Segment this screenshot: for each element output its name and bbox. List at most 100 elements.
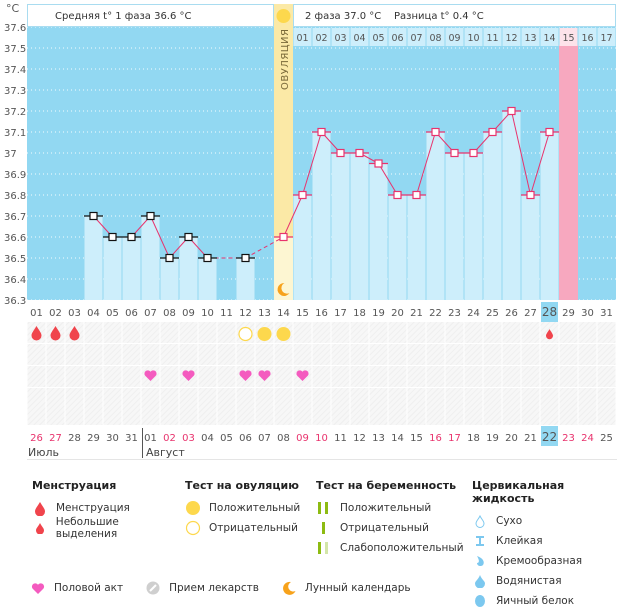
temperature-point[interactable] <box>127 232 136 242</box>
marker-cell[interactable] <box>521 322 540 343</box>
marker-cell[interactable] <box>217 388 236 425</box>
marker-cell[interactable] <box>540 388 559 425</box>
marker-cell[interactable] <box>350 322 369 343</box>
marker-cell[interactable] <box>426 322 445 343</box>
marker-cell[interactable] <box>160 388 179 425</box>
temperature-point[interactable] <box>393 190 402 200</box>
marker-cell[interactable] <box>84 366 103 387</box>
marker-cell[interactable] <box>407 366 426 387</box>
marker-cell[interactable] <box>217 322 236 343</box>
marker-cell[interactable] <box>407 388 426 425</box>
marker-cell[interactable] <box>312 344 331 365</box>
temperature-point[interactable] <box>545 127 554 137</box>
marker-cell[interactable] <box>578 322 597 343</box>
marker-cell[interactable] <box>369 322 388 343</box>
marker-cell[interactable] <box>388 344 407 365</box>
marker-cell[interactable] <box>559 366 578 387</box>
marker-cell[interactable] <box>141 322 160 343</box>
marker-cell[interactable] <box>540 366 559 387</box>
marker-cell[interactable] <box>236 344 255 365</box>
marker-cell[interactable] <box>160 322 179 343</box>
marker-cell[interactable] <box>65 366 84 387</box>
temperature-point[interactable] <box>355 148 364 158</box>
marker-cell[interactable] <box>407 344 426 365</box>
marker-cell[interactable] <box>540 344 559 365</box>
marker-cell[interactable] <box>331 388 350 425</box>
marker-cell[interactable] <box>141 344 160 365</box>
temperature-point[interactable] <box>279 232 288 242</box>
marker-cell[interactable] <box>217 366 236 387</box>
marker-cell[interactable] <box>179 322 198 343</box>
marker-cell[interactable] <box>122 322 141 343</box>
marker-cell[interactable] <box>103 344 122 365</box>
marker-cell[interactable] <box>559 344 578 365</box>
marker-cell[interactable] <box>369 388 388 425</box>
marker-cell[interactable] <box>445 366 464 387</box>
marker-cell[interactable] <box>388 388 407 425</box>
marker-cell[interactable] <box>198 388 217 425</box>
marker-cell[interactable] <box>445 322 464 343</box>
temperature-point[interactable] <box>146 211 155 221</box>
marker-cell[interactable] <box>84 322 103 343</box>
temperature-point[interactable] <box>450 148 459 158</box>
temperature-point[interactable] <box>374 159 383 168</box>
marker-cell[interactable] <box>122 366 141 387</box>
marker-cell[interactable] <box>84 344 103 365</box>
marker-cell[interactable] <box>312 322 331 343</box>
marker-cell[interactable] <box>274 344 293 365</box>
marker-cell[interactable] <box>445 388 464 425</box>
marker-cell[interactable] <box>388 366 407 387</box>
marker-cell[interactable] <box>464 344 483 365</box>
marker-cell[interactable] <box>274 388 293 425</box>
marker-cell[interactable] <box>369 344 388 365</box>
marker-cell[interactable] <box>160 366 179 387</box>
marker-cell[interactable] <box>46 344 65 365</box>
marker-cell[interactable] <box>426 366 445 387</box>
marker-cell[interactable] <box>597 388 616 425</box>
marker-cell[interactable] <box>578 366 597 387</box>
marker-cell[interactable] <box>255 344 274 365</box>
temperature-point[interactable] <box>469 148 478 158</box>
marker-cell[interactable] <box>464 388 483 425</box>
marker-cell[interactable] <box>27 388 46 425</box>
marker-cell[interactable] <box>521 344 540 365</box>
temperature-point[interactable] <box>507 106 516 116</box>
marker-cell[interactable] <box>559 388 578 425</box>
marker-cell[interactable] <box>521 388 540 425</box>
marker-cell[interactable] <box>122 388 141 425</box>
temperature-point[interactable] <box>298 190 307 200</box>
marker-cell[interactable] <box>578 344 597 365</box>
marker-cell[interactable] <box>502 366 521 387</box>
marker-cell[interactable] <box>331 366 350 387</box>
temperature-point[interactable] <box>412 190 421 200</box>
marker-cell[interactable] <box>312 366 331 387</box>
marker-cell[interactable] <box>502 322 521 343</box>
temperature-point[interactable] <box>165 253 174 263</box>
marker-cell[interactable] <box>483 388 502 425</box>
marker-cell[interactable] <box>27 344 46 365</box>
marker-cell[interactable] <box>483 322 502 343</box>
marker-cell[interactable] <box>350 366 369 387</box>
temperature-point[interactable] <box>184 232 193 242</box>
marker-cell[interactable] <box>65 388 84 425</box>
marker-cell[interactable] <box>578 388 597 425</box>
temperature-point[interactable] <box>108 232 117 242</box>
marker-cell[interactable] <box>597 366 616 387</box>
marker-cell[interactable] <box>141 388 160 425</box>
marker-cell[interactable] <box>407 322 426 343</box>
marker-cell[interactable] <box>255 388 274 425</box>
marker-cell[interactable] <box>559 322 578 343</box>
marker-cell[interactable] <box>521 366 540 387</box>
marker-cell[interactable] <box>179 388 198 425</box>
temperature-point[interactable] <box>431 127 440 137</box>
marker-cell[interactable] <box>84 388 103 425</box>
marker-cell[interactable] <box>179 344 198 365</box>
marker-cell[interactable] <box>502 388 521 425</box>
marker-cell[interactable] <box>27 366 46 387</box>
marker-cell[interactable] <box>46 388 65 425</box>
temperature-point[interactable] <box>203 253 212 263</box>
marker-cell[interactable] <box>103 322 122 343</box>
marker-cell[interactable] <box>426 388 445 425</box>
marker-cell[interactable] <box>65 344 84 365</box>
temperature-point[interactable] <box>488 127 497 137</box>
